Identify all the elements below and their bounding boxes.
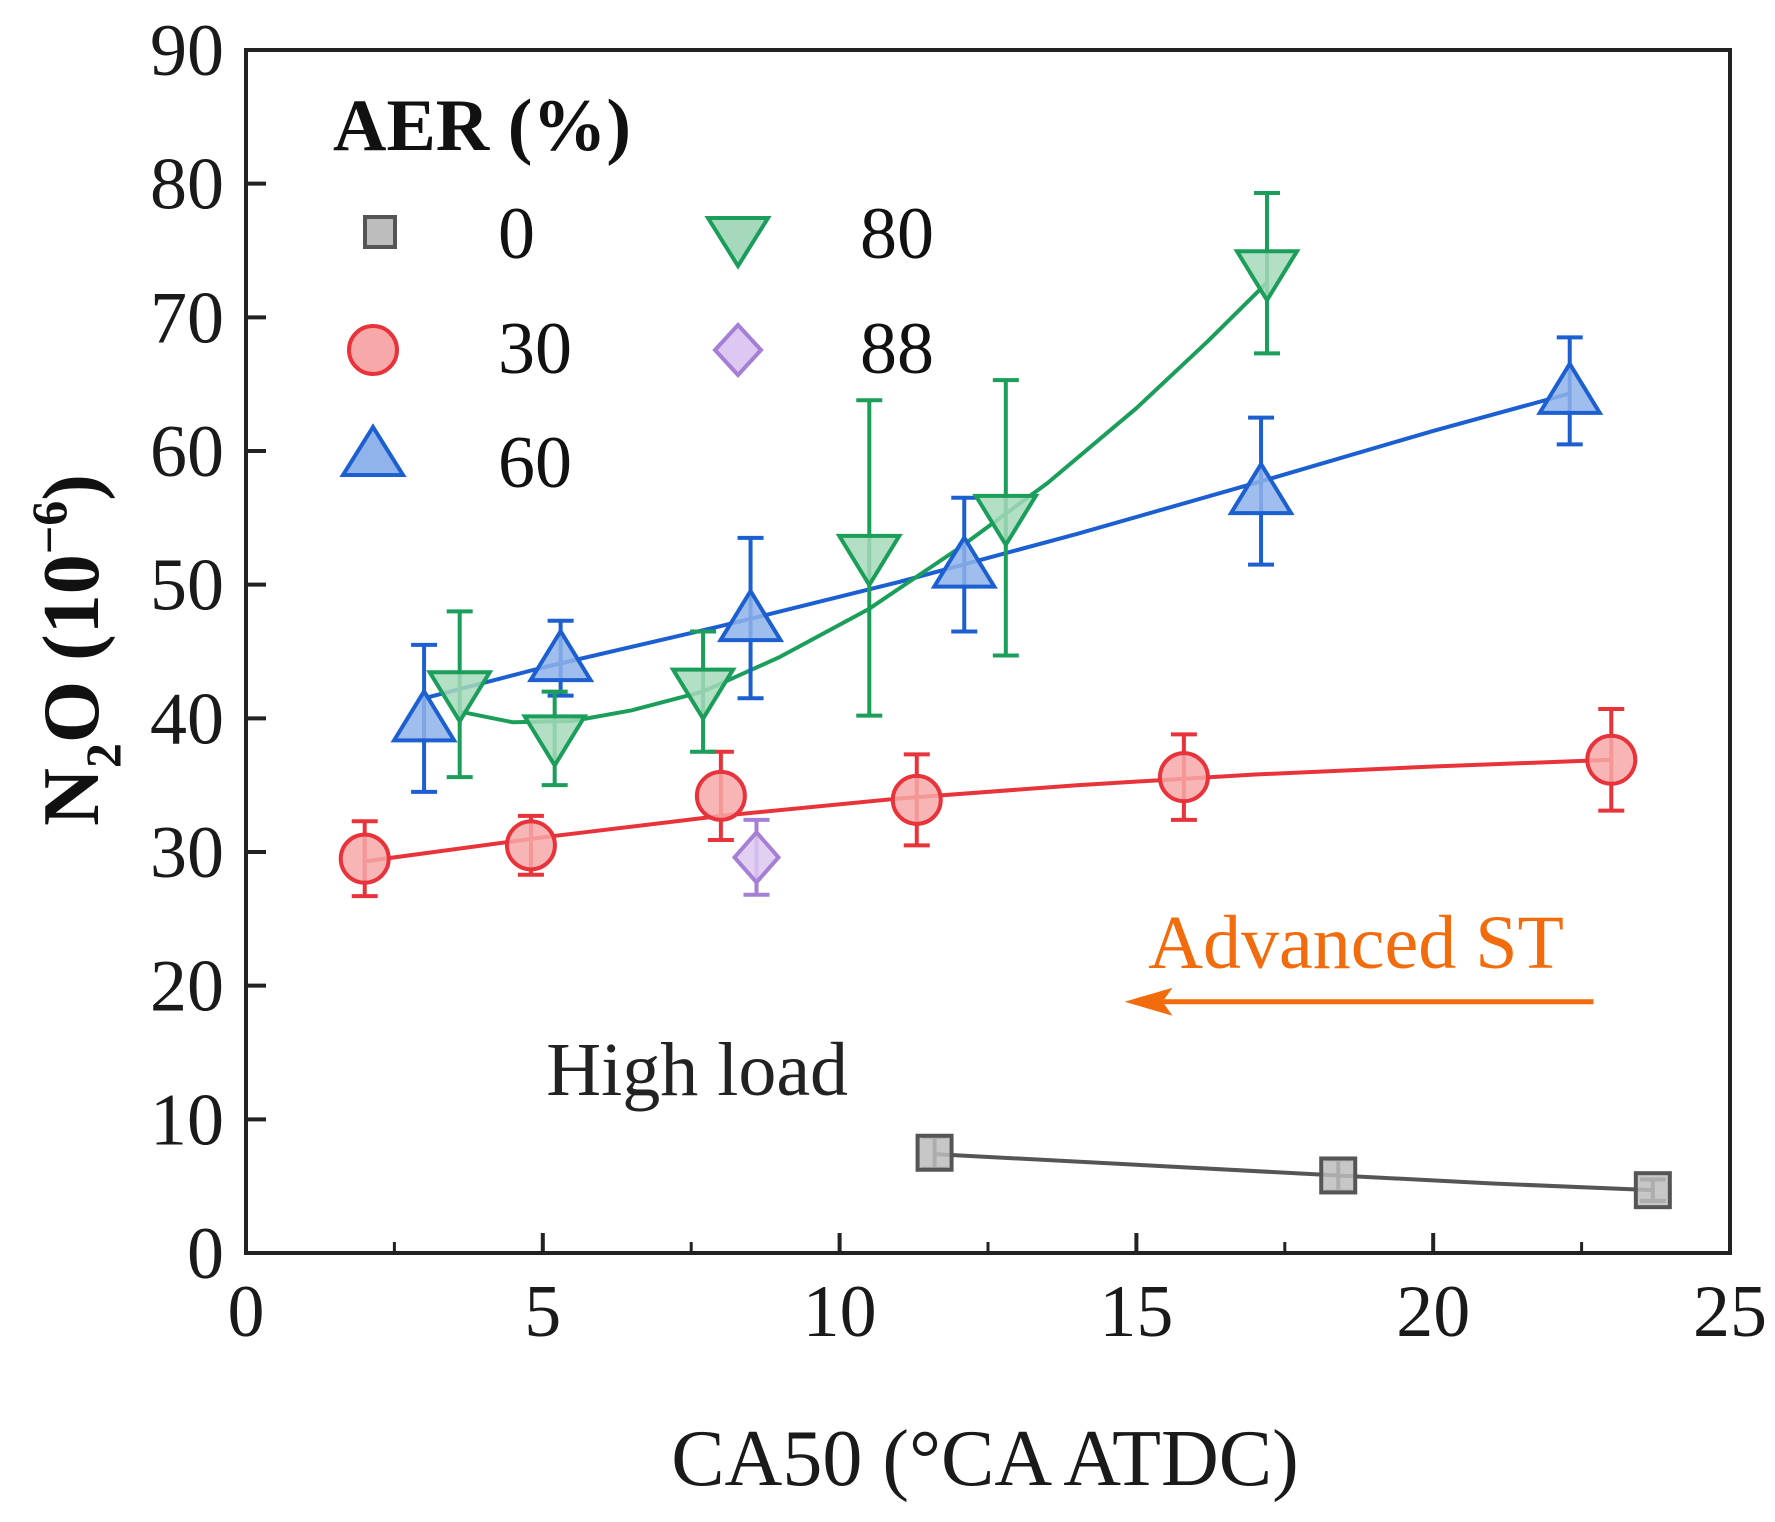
data-point-60	[1227, 460, 1295, 516]
x-tick-label: 25	[1693, 1271, 1767, 1353]
advanced-st-arrow-icon	[1124, 987, 1594, 1016]
legend-diamond-icon	[712, 322, 764, 378]
data-point-60	[527, 627, 595, 683]
legend-circle-icon	[347, 324, 399, 376]
legend-triangle-down-icon	[704, 216, 772, 270]
data-markers	[338, 249, 1672, 1210]
x-tick-label: 20	[1396, 1271, 1470, 1353]
data-point-80	[972, 493, 1040, 549]
legend-label-80: 80	[860, 193, 934, 275]
data-point-60	[390, 687, 458, 743]
data-point-30	[1157, 751, 1210, 804]
legend-title: AER (%)	[333, 85, 631, 167]
data-point-80	[521, 714, 589, 770]
data-point-0	[1633, 1171, 1672, 1210]
legend: AER (%) 0 30 60 80 88	[333, 85, 934, 504]
legend-entry-30: 30	[347, 308, 572, 390]
data-point-30	[1585, 733, 1638, 786]
legend-triangle-up-icon	[339, 423, 407, 477]
data-point-80	[1233, 249, 1301, 305]
data-point-0	[915, 1133, 954, 1172]
data-point-60	[716, 587, 785, 643]
legend-entry-60: 60	[339, 422, 572, 504]
y-tick-label: 70	[150, 277, 224, 359]
axis-ticks: 0 5 10 15 20 25 0 10 20 30 40 50 60 70 80 90	[150, 10, 1767, 1353]
data-point-88	[731, 829, 782, 886]
data-point-0	[1319, 1156, 1358, 1195]
y-axis-title: N2O (10−6)	[21, 474, 131, 826]
y-tick-label: 40	[150, 678, 224, 760]
data-point-80	[426, 670, 494, 726]
data-point-30	[338, 832, 391, 885]
x-axis-title: CA50 (°CA ATDC)	[671, 1415, 1299, 1503]
y-tick-label: 10	[150, 1079, 224, 1161]
x-tick-label: 5	[524, 1271, 561, 1353]
annotation-high-load: High load	[546, 1028, 848, 1112]
fit-curve-0	[934, 1152, 1653, 1193]
legend-label-30: 30	[498, 308, 572, 390]
legend-entry-0: 0	[363, 193, 535, 275]
fit-curve-30	[364, 757, 1612, 864]
legend-label-0: 0	[498, 193, 535, 275]
y-tick-label: 50	[150, 545, 224, 627]
y-tick-label: 0	[187, 1213, 224, 1295]
y-tick-label: 90	[150, 10, 224, 92]
fit-curve-60	[423, 391, 1571, 701]
legend-label-88: 88	[860, 308, 934, 390]
legend-entry-88: 88	[712, 308, 934, 390]
data-point-80	[835, 533, 903, 589]
legend-square-icon	[363, 215, 397, 249]
data-point-30	[504, 819, 557, 872]
y-tick-label: 80	[150, 144, 224, 226]
plot-frame	[244, 48, 1732, 1255]
x-tick-label: 0	[228, 1271, 265, 1353]
y-tick-label: 60	[150, 411, 224, 493]
data-point-30	[890, 773, 943, 826]
y-tick-label: 30	[150, 812, 224, 894]
data-point-30	[694, 769, 747, 822]
legend-entry-80: 80	[704, 193, 934, 275]
x-tick-label: 15	[1099, 1271, 1173, 1353]
y-tick-label: 20	[150, 946, 224, 1028]
annotation-advanced-st: Advanced ST	[1148, 901, 1564, 985]
x-tick-label: 10	[803, 1271, 877, 1353]
data-point-80	[669, 667, 737, 723]
data-point-60	[1536, 360, 1604, 415]
legend-label-60: 60	[498, 422, 572, 504]
data-point-60	[930, 533, 998, 589]
